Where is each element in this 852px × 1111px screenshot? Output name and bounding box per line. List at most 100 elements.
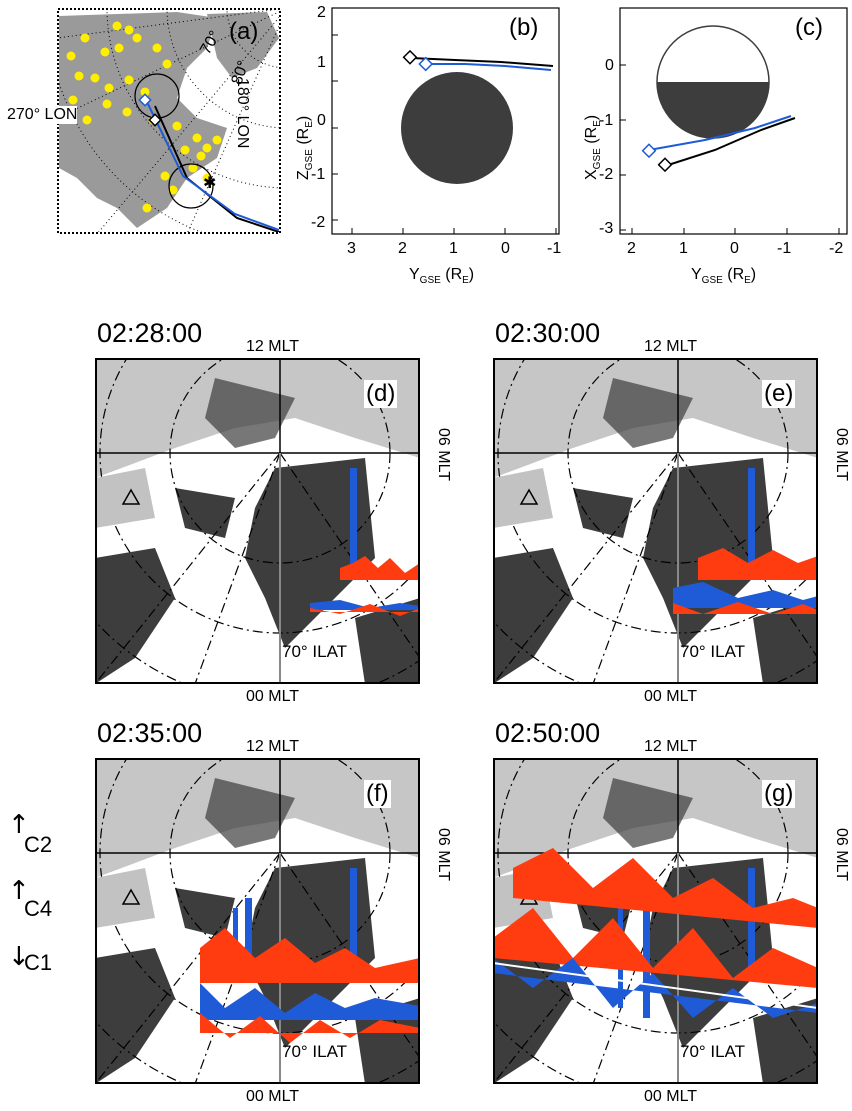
arrow-down-icon: ↓ <box>8 942 30 972</box>
triangle-marker <box>121 888 141 905</box>
landmass <box>603 378 693 448</box>
station-dots <box>66 21 222 213</box>
panel-b-plot <box>331 7 560 235</box>
panel-time: 02:28:00 <box>97 318 203 348</box>
legend-label-c1: C1 <box>24 950 53 975</box>
c1-trace <box>310 600 420 610</box>
x-tick-m1: -1 <box>777 240 792 257</box>
mlt-bottom-label: 00 MLT <box>644 1088 698 1105</box>
c1-orbit <box>410 57 554 67</box>
panel-a-label: (a) <box>229 18 259 45</box>
c2-orbit <box>648 115 792 151</box>
y-tick-m2: -2 <box>311 214 326 231</box>
landmass <box>753 998 818 1084</box>
x-tick-0: 0 <box>501 240 510 257</box>
legend-label-c4: C4 <box>24 896 53 921</box>
legend: ↑ C2 ↑ C4 ↓ C1 <box>0 804 60 1004</box>
c4-trace-2 <box>310 604 420 616</box>
ilat-label: 70° ILAT <box>282 642 348 661</box>
mlt-top-label: 12 MLT <box>644 738 698 755</box>
landmass <box>245 458 375 648</box>
panel-time: 02:50:00 <box>495 718 601 748</box>
c4-trace <box>200 928 420 983</box>
c1-trace <box>493 908 818 988</box>
earth-night-half <box>657 82 769 138</box>
c2-bar <box>748 468 755 578</box>
c4-trace-2 <box>200 1013 420 1043</box>
legend-label-c2: C2 <box>24 832 53 857</box>
optical-field <box>493 468 553 528</box>
mlt-right-label: 06 MLT <box>833 428 850 482</box>
mlt-top-label: 12 MLT <box>246 338 300 355</box>
c2-bar <box>245 898 252 978</box>
arrow-up-icon: ↑ <box>8 876 30 906</box>
panel-c-xlabel: YGSE (RE) <box>691 266 757 287</box>
landmass <box>245 858 375 1048</box>
x-tick-m2: -2 <box>829 240 844 257</box>
x-tick-m1: -1 <box>547 240 562 257</box>
c4-trace-2 <box>673 602 818 614</box>
mlt-bottom-label: 00 MLT <box>246 688 300 705</box>
panel-c: (c) 0 -1 -2 -3 2 1 0 -1 -2 YGSE (RE) XGS… <box>583 0 852 300</box>
y-tick-m1: -1 <box>599 112 614 129</box>
x-tick-2: 2 <box>398 240 407 257</box>
ground-map <box>95 358 420 684</box>
triangle-marker <box>519 488 539 505</box>
x-tick-0: 0 <box>730 240 739 257</box>
c4-trace <box>340 556 420 580</box>
ilat-label: 70° ILAT <box>680 642 746 661</box>
y-tick-1: 1 <box>317 54 326 71</box>
mlt-bottom-label: 00 MLT <box>246 1088 300 1105</box>
x-tick-2: 2 <box>627 240 636 257</box>
map-panel-e: 02:30:00 12 MLT 06 MLT 00 MLT <box>398 310 850 710</box>
panel-b-xlabel: YGSE (RE) <box>409 266 475 287</box>
lon-label-270: 270° LON <box>7 106 78 124</box>
c2-bar <box>350 468 357 578</box>
svg-text:✱: ✱ <box>203 175 216 192</box>
c4-trace <box>513 848 818 928</box>
mlt-top-label: 12 MLT <box>246 738 300 755</box>
panel-label: (f) <box>364 780 391 808</box>
panel-c-plot <box>619 7 848 235</box>
panel-time: 02:30:00 <box>495 318 601 348</box>
panel-label: (g) <box>762 780 796 808</box>
panel-time: 02:35:00 <box>97 718 203 748</box>
c1-trace <box>200 983 420 1020</box>
mlt-bottom-label: 00 MLT <box>644 688 698 705</box>
x-tick-1: 1 <box>449 240 458 257</box>
y-tick-2: 2 <box>317 4 326 21</box>
c2-bar <box>748 868 755 978</box>
panel-c-label: (c) <box>795 14 823 41</box>
y-tick-m3: -3 <box>599 220 614 237</box>
y-tick-m1: -1 <box>311 166 326 183</box>
panel-label: (d) <box>364 380 398 408</box>
ground-map <box>493 758 818 1084</box>
c4-trace <box>698 548 818 580</box>
x-tick-1: 1 <box>679 240 688 257</box>
panel-a: ✱ (a) 70° 80° 270° LON 180° LON <box>7 8 281 234</box>
y-tick-0: 0 <box>605 57 614 74</box>
landmass <box>753 598 818 684</box>
c1-orbit <box>664 117 796 167</box>
mlt-right-label: 06 MLT <box>833 828 850 882</box>
ground-map <box>95 758 420 1084</box>
landmass <box>573 488 633 538</box>
panel-c-ylabel: XGSE (RE) <box>583 114 604 180</box>
panel-label: (e) <box>762 380 796 408</box>
map-panel-d: 02:28:00 12 MLT 06 MLT 00 MLT <box>0 310 452 710</box>
lon-label-180: 180° LON <box>234 78 251 149</box>
landmass <box>205 378 295 448</box>
panel-b-ylabel: ZGSE (RE) <box>295 115 316 180</box>
c2-trace-3 <box>493 958 818 1018</box>
optical-field <box>95 868 155 928</box>
ilat-label: 70° ILAT <box>680 1042 746 1061</box>
map-panel-f: 02:35:00 12 MLT 06 MLT 00 MLT <box>0 710 452 1110</box>
landmass <box>205 778 295 848</box>
map-panel-g: 02:50:00 12 MLT 06 MLT 00 MLT <box>398 710 850 1110</box>
c1-trace <box>673 582 818 608</box>
c2-footprint-track <box>146 101 279 231</box>
panel-a-map: ✱ <box>57 8 281 234</box>
ground-map <box>493 358 818 684</box>
y-tick-0: 0 <box>317 112 326 129</box>
landmass <box>175 488 235 538</box>
